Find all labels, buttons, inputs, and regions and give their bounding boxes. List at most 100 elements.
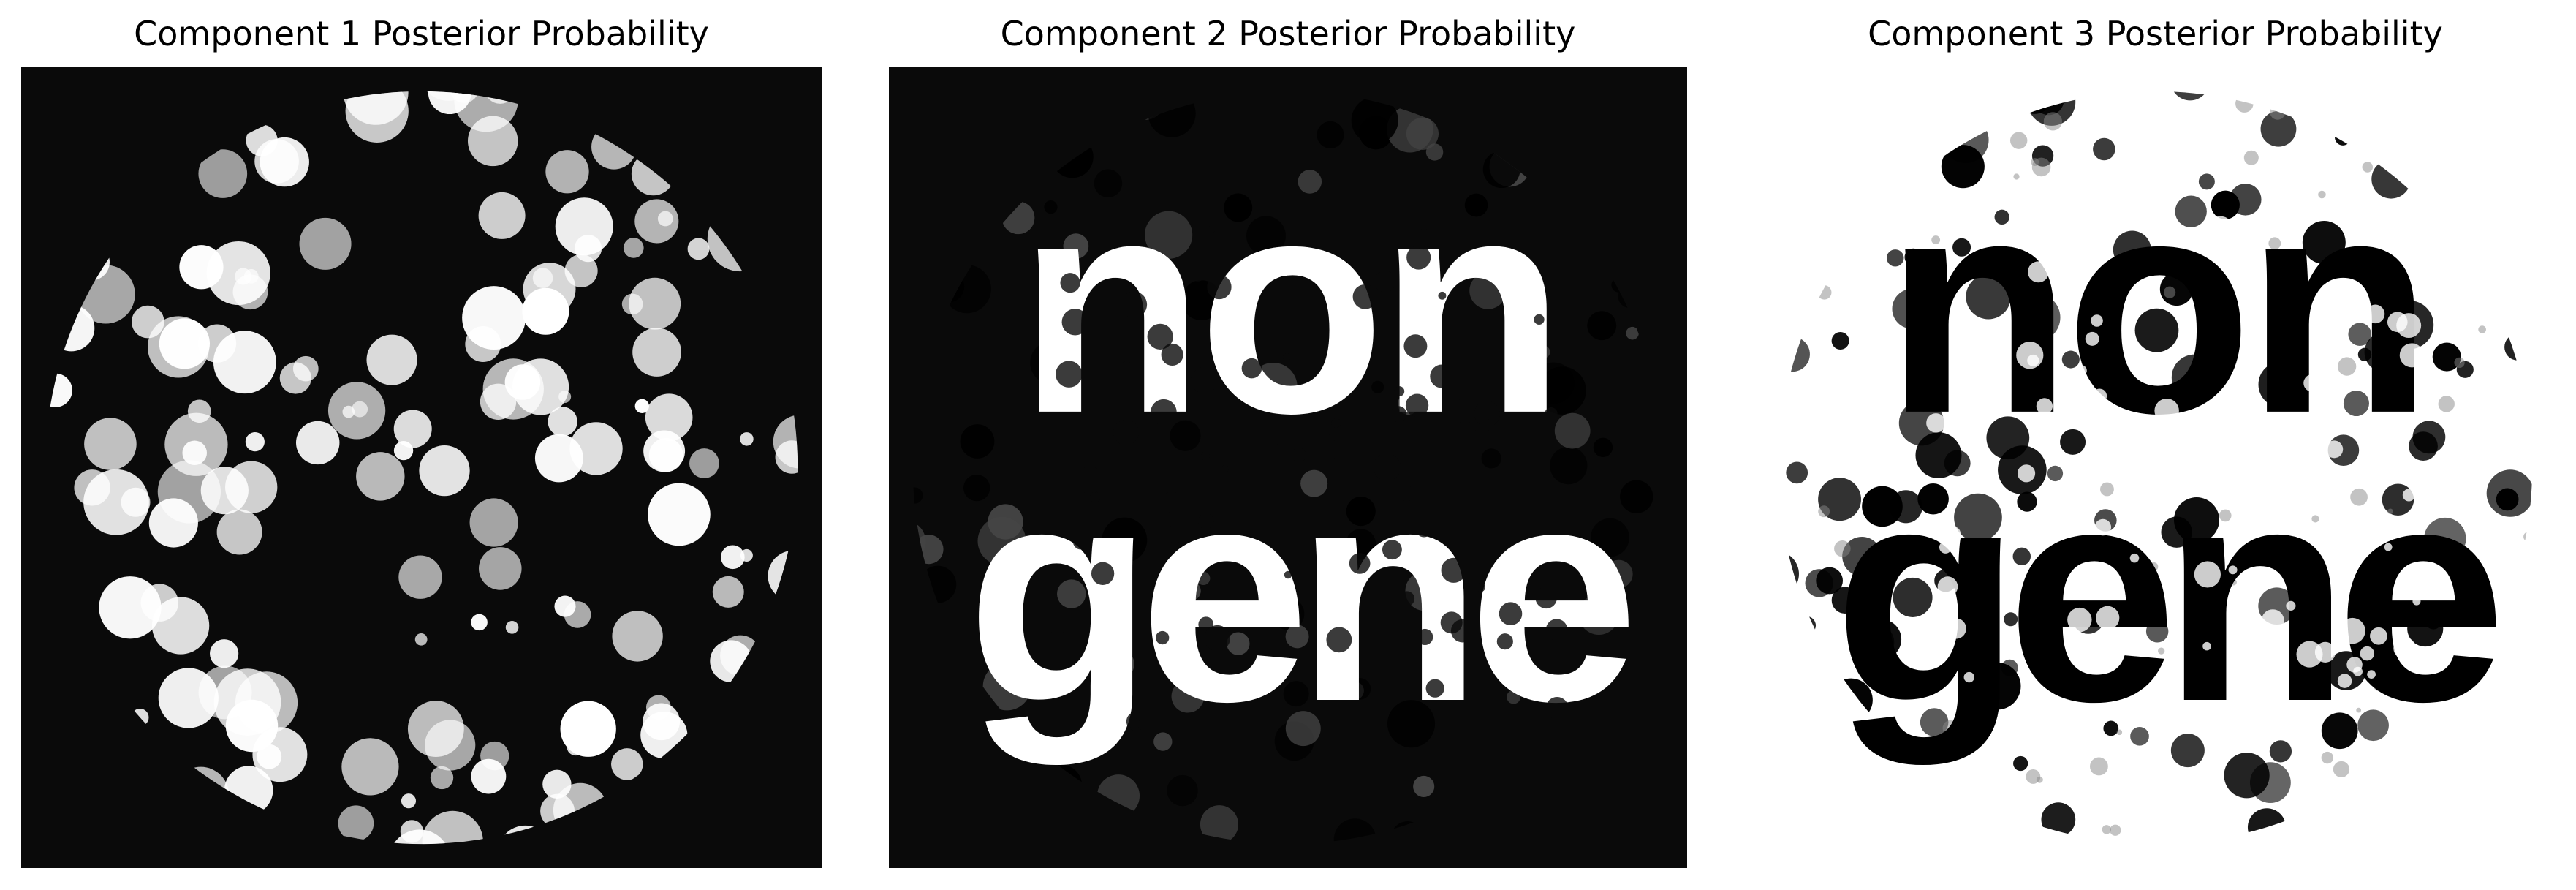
blob — [1283, 681, 1309, 707]
blob — [2134, 308, 2179, 352]
panel-title: Component 2 Posterior Probability — [1001, 14, 1576, 53]
blob — [2060, 429, 2086, 455]
hole — [2393, 637, 2416, 660]
blob — [1197, 571, 1211, 586]
blob — [1469, 272, 1507, 309]
hole — [1390, 406, 1407, 423]
hole — [2229, 434, 2249, 453]
blob — [1412, 548, 1442, 579]
blob — [1387, 106, 1433, 153]
speckle — [1990, 250, 2009, 268]
hole — [1352, 284, 1378, 309]
blob — [2364, 332, 2404, 372]
hole — [2360, 646, 2375, 661]
blob — [478, 192, 526, 239]
blob — [629, 277, 681, 330]
blob — [295, 421, 340, 465]
blob — [2211, 190, 2240, 219]
speckle — [2089, 757, 2108, 776]
blob — [567, 738, 585, 756]
blob — [1371, 380, 1384, 393]
blob — [1153, 732, 1173, 751]
blob — [1267, 246, 1291, 271]
blob — [2171, 354, 2218, 401]
blob — [2424, 517, 2466, 560]
blob — [1974, 663, 2021, 710]
blob — [634, 199, 679, 244]
blob — [1507, 690, 1521, 704]
blob — [1285, 711, 1321, 747]
hole — [1221, 464, 1229, 472]
blob — [1550, 446, 1588, 485]
blob — [1249, 362, 1298, 411]
blob — [912, 487, 923, 504]
hole — [1191, 366, 1218, 394]
blob — [612, 611, 663, 662]
blob — [398, 555, 442, 599]
blob — [407, 701, 464, 757]
blob — [1831, 587, 1859, 614]
speckle — [1942, 720, 1958, 736]
blob — [1915, 432, 1962, 479]
hole — [2399, 343, 2424, 368]
blob — [206, 241, 270, 306]
blob — [648, 483, 711, 546]
speckle — [2010, 271, 2027, 287]
hole — [2303, 374, 2322, 392]
blob — [504, 364, 541, 400]
blob — [471, 758, 507, 794]
hole — [1945, 526, 1961, 542]
hole — [1545, 619, 1568, 641]
blob — [548, 407, 577, 437]
hole — [1440, 611, 1463, 634]
blob — [1351, 97, 1398, 144]
speckle — [2044, 593, 2064, 613]
hole — [2154, 398, 2179, 423]
pattern-text: gene — [966, 423, 1632, 767]
hole — [2320, 461, 2336, 477]
speckle — [2356, 707, 2362, 713]
blob — [1966, 274, 2011, 320]
blob — [2013, 755, 2028, 772]
blob — [657, 211, 673, 227]
hole — [1496, 633, 1513, 650]
hole — [1091, 562, 1115, 585]
hole — [1120, 291, 1148, 318]
speckle — [2116, 729, 2123, 736]
blob — [2012, 547, 2031, 566]
hole — [1937, 576, 1958, 597]
blob — [462, 286, 526, 350]
hole — [1147, 323, 1173, 350]
blob — [74, 469, 110, 506]
blob — [721, 545, 745, 570]
hole — [2261, 491, 2287, 517]
speckle — [2333, 761, 2350, 778]
blob — [545, 150, 589, 194]
blob — [260, 137, 309, 187]
blob — [1533, 362, 1575, 404]
blob — [356, 452, 405, 501]
hole — [2091, 314, 2103, 327]
speckle — [2321, 751, 2334, 764]
hole — [1963, 671, 1974, 683]
hole — [1156, 630, 1170, 645]
hole — [1958, 400, 1977, 419]
pattern-text: gene — [1833, 423, 2499, 767]
hole — [2091, 388, 2107, 404]
blob — [1298, 382, 1327, 412]
hole — [1042, 565, 1063, 587]
speckle — [2350, 488, 2368, 506]
hole — [1374, 271, 1396, 293]
speckle — [2318, 190, 2326, 199]
speckle — [1931, 235, 1941, 244]
blob — [960, 424, 995, 459]
blob — [1346, 529, 1376, 559]
blob — [1171, 679, 1205, 713]
blob — [210, 639, 239, 668]
hole — [2347, 471, 2357, 481]
hole — [2017, 464, 2036, 483]
blob — [1349, 678, 1371, 700]
blob — [1927, 337, 1942, 352]
blob — [505, 621, 519, 634]
hole — [1545, 407, 1558, 421]
